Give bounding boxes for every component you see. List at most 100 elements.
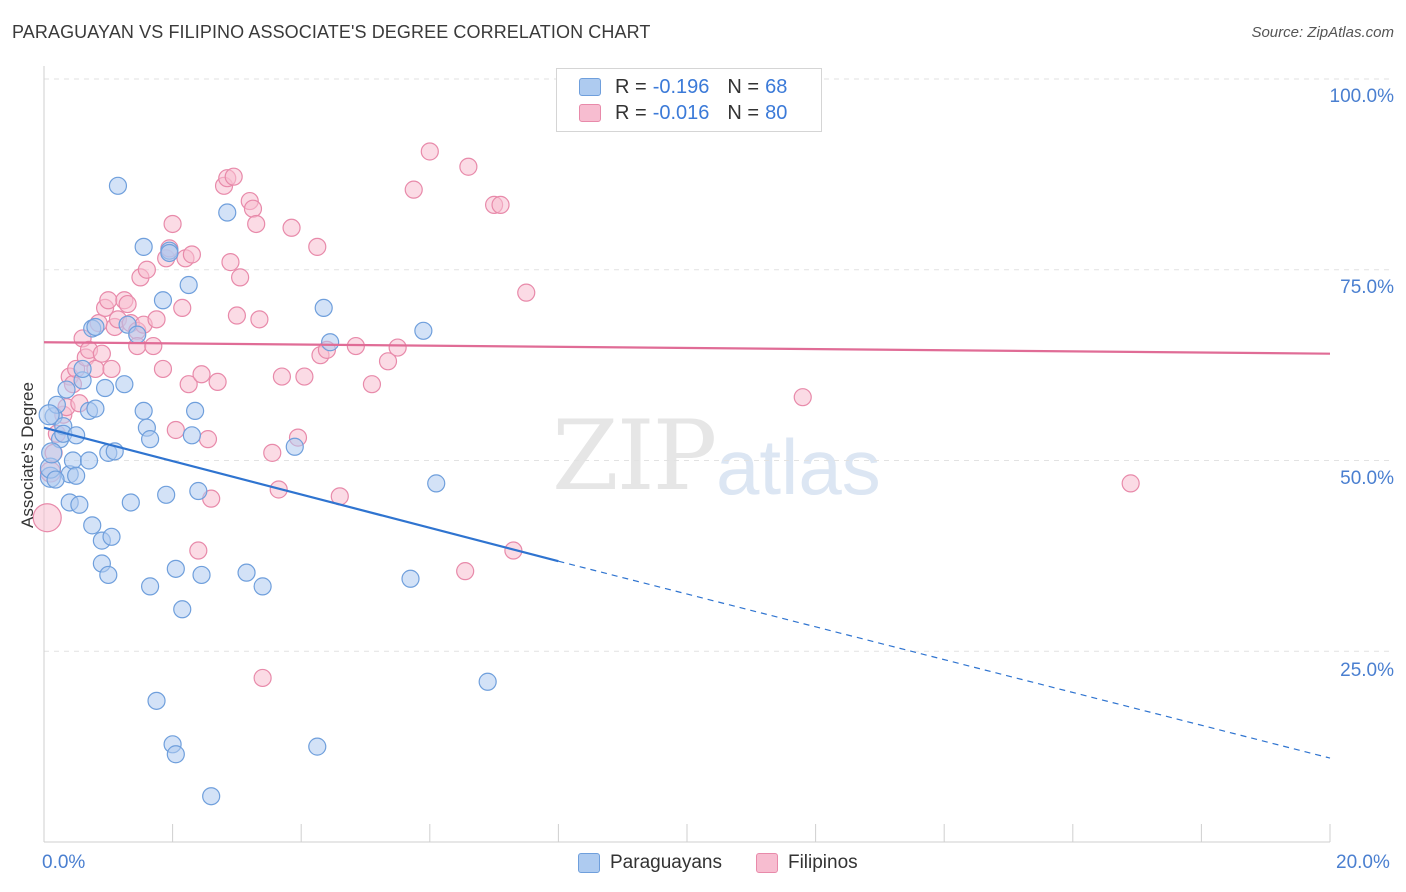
filipino-point (263, 443, 282, 462)
paraguayan-point (166, 559, 185, 578)
legend-n-value: 80 (765, 101, 788, 124)
filipino-point (388, 338, 407, 357)
legend-n-value: 68 (765, 75, 788, 98)
paraguayan-point (63, 451, 83, 470)
x-tick-right: 20.0% (1336, 852, 1390, 873)
legend-r-value: -0.196 (652, 75, 710, 98)
paraguayan-point (140, 577, 160, 596)
legend-row-filipinos: R = -0.016 N = 80 (579, 100, 787, 126)
filipino-point (459, 157, 478, 176)
filipino-point (231, 268, 250, 287)
paraguayan-point (189, 481, 208, 501)
filipino-point (137, 260, 156, 279)
legend-n-label: N = (727, 101, 760, 124)
chart-title: PARAGUAYAN VS FILIPINO ASSOCIATE'S DEGRE… (12, 22, 651, 42)
paraguayan-point (134, 401, 153, 421)
filipino-point (118, 294, 137, 314)
paraguayan-point (79, 451, 99, 470)
watermark-zip: ZIP (552, 400, 717, 512)
legend-r-value: -0.016 (652, 101, 710, 124)
paraguayan-point (166, 745, 185, 764)
paraguayan-point (314, 298, 333, 317)
legend-swatch-pink (755, 853, 778, 873)
paraguayan-point (147, 691, 166, 710)
paraguayan-point (308, 737, 327, 756)
filipino-point (153, 359, 173, 379)
legend-n-label: N = (727, 75, 760, 98)
paraguayan-point (237, 563, 256, 582)
paraguayan-point (70, 495, 89, 514)
paraguayan-point (83, 516, 102, 535)
paraguayan-point (414, 321, 433, 340)
legend-swatch-blue (578, 853, 600, 873)
paraguayan-point (427, 474, 446, 493)
legend-swatch-blue (579, 78, 601, 96)
filipino-point (32, 503, 62, 533)
paraguayan-point (140, 430, 160, 449)
filipino-point (166, 420, 185, 440)
paraguayan-point (179, 275, 198, 295)
y-tick-25: 25.0% (1340, 660, 1394, 681)
paraguayan-point (108, 176, 128, 195)
legend-item-filipinos: Filipinos (755, 852, 858, 874)
paraguayan-point (128, 325, 147, 344)
paraguayan-point (41, 442, 63, 464)
paraguayan-point (173, 600, 192, 619)
filipino-point (378, 352, 398, 371)
paraguayan-point (121, 493, 140, 512)
legend-r-label: R = (615, 75, 647, 98)
paraguayans-points (38, 176, 497, 806)
filipino-point (308, 237, 327, 256)
watermark-atlas: atlas (716, 423, 881, 511)
filipino-point (247, 214, 266, 234)
filipino-point (456, 562, 475, 581)
filipino-point (420, 142, 439, 161)
y-tick-75: 75.0% (1340, 277, 1394, 298)
paraguayan-point (95, 378, 115, 398)
filipino-point (182, 245, 201, 264)
filipino-point (1121, 474, 1140, 493)
filipino-point (144, 336, 163, 356)
filipino-point (282, 218, 301, 237)
paraguayan-point (182, 426, 201, 445)
paraguayan-point (253, 577, 272, 596)
source-label: Source: ZipAtlas.com (1251, 24, 1394, 41)
filipino-point (404, 180, 423, 199)
paraguayan-point (86, 317, 105, 337)
filipino-point (295, 367, 314, 386)
paraguayan-point (46, 470, 65, 489)
filipino-point (243, 199, 263, 218)
filipino-trend-line (43, 341, 1331, 355)
paraguayan-point (401, 569, 420, 588)
filipino-point (189, 541, 208, 560)
paraguayan-point (134, 237, 153, 256)
filipino-point (99, 291, 118, 310)
filipino-point (92, 344, 111, 363)
paraguayan-point (73, 359, 92, 379)
trend-lines (43, 341, 1331, 759)
filipino-point (227, 306, 246, 325)
legend-swatch-pink (579, 104, 601, 122)
paraguayan-point (153, 291, 173, 310)
filipino-point (517, 283, 536, 302)
paraguayan-point (192, 565, 211, 585)
paraguayan-point (285, 437, 304, 456)
filipino-point (179, 375, 198, 394)
y-tick-50: 50.0% (1340, 468, 1394, 489)
filipino-point (221, 253, 240, 272)
filipino-point (163, 214, 182, 234)
correlation-legend: R = -0.196 N = 68 R = -0.016 N = 80 (556, 68, 822, 132)
paraguayan-point (321, 333, 340, 352)
filipino-point (102, 359, 121, 379)
paraguayan-point (202, 787, 221, 806)
filipino-point (491, 195, 510, 214)
paraguayan-point (102, 527, 121, 546)
filipino-point (253, 668, 272, 688)
paraguayan-point (218, 203, 237, 222)
filipino-point (147, 310, 166, 329)
paraguayan-point (186, 401, 205, 421)
filipino-point (272, 367, 292, 386)
filipino-point (250, 310, 269, 329)
filipino-point (198, 430, 218, 449)
